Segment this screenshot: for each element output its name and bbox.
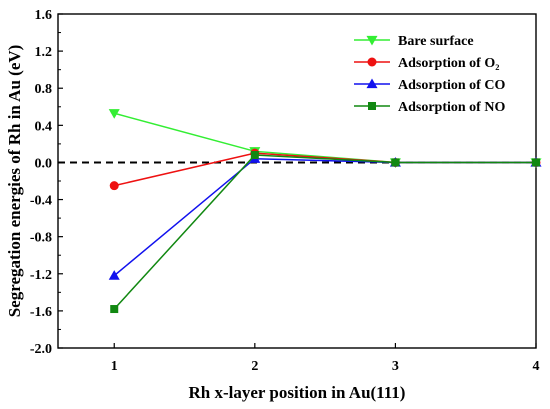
series-line	[114, 112, 536, 164]
y-tick-label: -2.0	[30, 342, 52, 357]
y-tick-label: 0.0	[35, 156, 53, 171]
series-3	[110, 151, 540, 314]
y-tick-label: -0.4	[30, 194, 52, 209]
legend-marker	[366, 78, 378, 89]
legend-label: Bare surface	[398, 34, 474, 49]
y-tick-label: 1.2	[35, 45, 53, 60]
x-tick-label: 2	[251, 359, 258, 374]
series-1	[109, 148, 541, 191]
data-point	[108, 109, 120, 119]
data-point	[108, 270, 120, 280]
legend-label: Adsorption of NO	[398, 100, 505, 115]
legend-marker	[367, 57, 377, 67]
data-point	[110, 305, 119, 314]
legend-marker	[366, 35, 378, 46]
series-line	[113, 154, 536, 310]
y-tick-label: 0.4	[35, 119, 53, 134]
y-tick-label: -1.6	[30, 305, 52, 320]
y-tick-label: 0.8	[35, 82, 53, 97]
legend-label: Adsorption of O₂	[398, 56, 499, 71]
legend-marker	[368, 102, 376, 110]
y-tick-label: -0.8	[30, 231, 52, 246]
x-axis-label: Rh x-layer position in Au(111)	[189, 383, 406, 402]
y-tick-label: -1.2	[30, 268, 52, 283]
x-tick-label: 1	[111, 359, 118, 374]
data-point	[391, 158, 400, 167]
data-point	[250, 151, 259, 160]
plot-area: 1.6 1.2 0.8 0.4 0.0 -0.4 -0.8 -1.2 -1.6 -2.0 1 2 3 4	[30, 8, 542, 374]
x-tick-label: 3	[392, 359, 399, 374]
legend: Bare surface Adsorption of O₂ Adsorption o…	[354, 34, 505, 115]
data-point	[532, 158, 540, 167]
y-axis-label: Segregation energies of Rh in Au (eV)	[5, 45, 24, 318]
y-tick-label: 1.6	[35, 8, 53, 23]
data-point	[109, 181, 119, 191]
x-tick-label: 4	[533, 359, 540, 374]
series-line	[113, 157, 536, 277]
legend-label: Adsorption of CO	[398, 78, 505, 93]
